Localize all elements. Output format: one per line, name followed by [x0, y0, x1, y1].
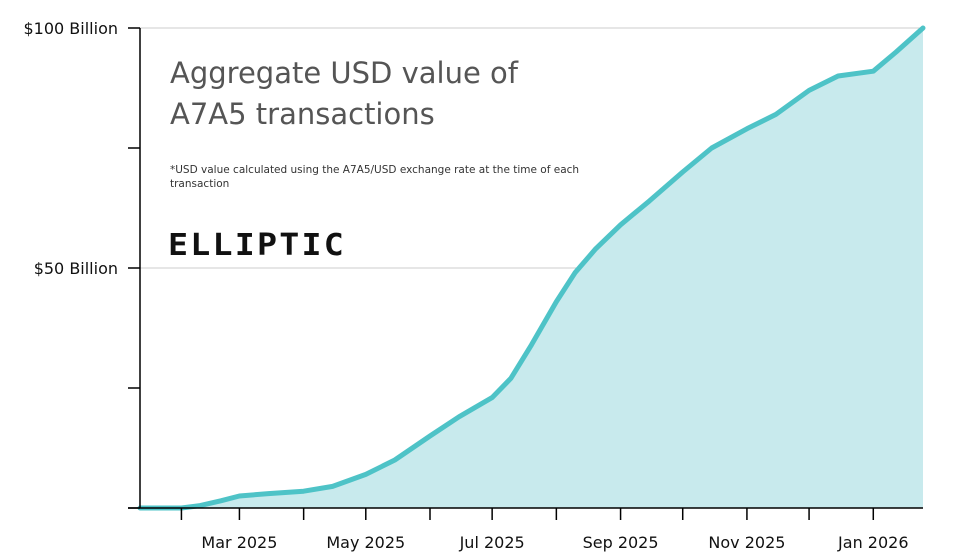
x-ticks: Mar 2025 May 2025 Jul 2025 Sep 2025 Nov 2025…	[180, 508, 909, 552]
series-line	[137, 25, 926, 511]
y-tick-label: $100 Billion	[24, 19, 119, 38]
x-tick-label: Jul 2025	[459, 533, 525, 552]
chart-note-line-2: transaction	[170, 178, 229, 190]
x-tick-label: Nov 2025	[708, 533, 785, 552]
x-tick-label: May 2025	[326, 533, 405, 552]
chart-title-line-2: A7A5 transactions	[170, 97, 435, 131]
x-tick-label: Jan 2026	[837, 533, 908, 552]
chart-title: Aggregate USD value of A7A5 transactions	[170, 56, 519, 131]
chart-note-line-1: *USD value calculated using the A7A5/USD…	[170, 164, 579, 176]
x-tick-label: Sep 2025	[583, 533, 659, 552]
y-tick-label: $50 Billion	[34, 259, 118, 278]
x-tick-label: Mar 2025	[201, 533, 277, 552]
area-layer	[137, 25, 926, 511]
elliptic-logo: ELLIPTIC	[168, 228, 346, 263]
chart-title-line-1: Aggregate USD value of	[170, 56, 519, 90]
y-ticks: $50 Billion $100 Billion	[24, 19, 140, 509]
chart-note: *USD value calculated using the A7A5/USD…	[170, 164, 579, 190]
series-area	[140, 28, 923, 508]
